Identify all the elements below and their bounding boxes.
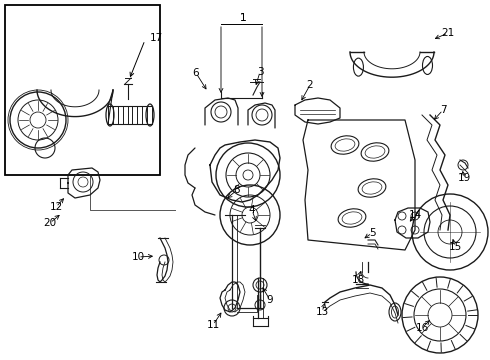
Text: 18: 18 bbox=[351, 275, 365, 285]
Text: 5: 5 bbox=[368, 228, 375, 238]
Text: 6: 6 bbox=[193, 68, 199, 78]
Bar bbox=[5, 5, 160, 175]
Text: 16: 16 bbox=[416, 323, 429, 333]
Text: 20: 20 bbox=[44, 218, 56, 228]
Text: 15: 15 bbox=[448, 242, 462, 252]
Text: 14: 14 bbox=[408, 210, 421, 220]
Text: 17: 17 bbox=[150, 33, 163, 43]
Text: 4: 4 bbox=[249, 205, 255, 215]
Text: 3: 3 bbox=[257, 67, 263, 77]
Text: 12: 12 bbox=[49, 202, 63, 212]
Text: 13: 13 bbox=[316, 307, 329, 317]
Text: 11: 11 bbox=[206, 320, 220, 330]
Text: 1: 1 bbox=[240, 13, 246, 23]
Text: 21: 21 bbox=[441, 28, 455, 38]
Text: 7: 7 bbox=[440, 105, 446, 115]
Text: 8: 8 bbox=[234, 185, 240, 195]
Text: 1: 1 bbox=[240, 13, 246, 23]
Text: 9: 9 bbox=[267, 295, 273, 305]
Text: 19: 19 bbox=[457, 173, 470, 183]
Text: 2: 2 bbox=[307, 80, 313, 90]
Text: 10: 10 bbox=[131, 252, 145, 262]
